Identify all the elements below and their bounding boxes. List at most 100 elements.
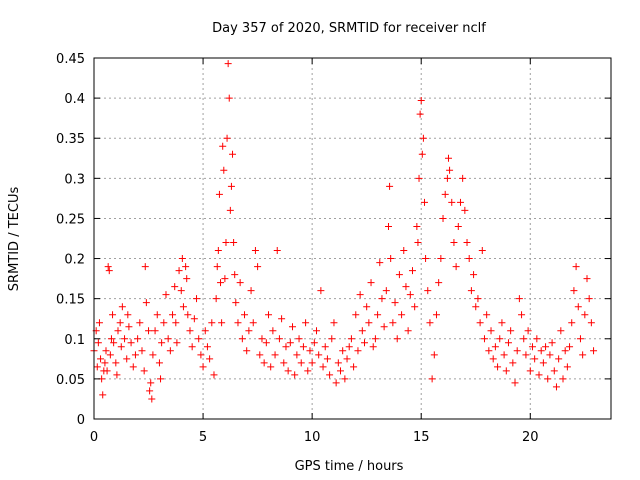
data-point [341,375,349,383]
data-point [222,239,230,247]
data-point [326,371,334,379]
data-point [172,319,180,327]
data-point [136,319,144,327]
data-point [102,347,110,355]
data-point [417,97,425,105]
data-point [568,319,576,327]
x-axis-label: GPS time / hours [295,459,404,474]
data-point [99,391,107,399]
data-point [507,327,515,335]
data-point [224,60,232,68]
data-point [275,335,283,343]
data-point [531,355,539,363]
data-point [422,255,430,263]
data-point [95,319,103,327]
data-point [544,375,552,383]
data-point [524,327,532,335]
data-point [308,359,316,367]
data-point [352,311,360,319]
data-point [231,271,239,279]
data-point [206,355,214,363]
data-point [125,323,133,331]
data-point [138,347,146,355]
data-point [293,351,301,359]
data-point [145,327,153,335]
data-point [365,319,373,327]
data-point [332,379,340,387]
y-tick-label: 0.4 [64,92,85,107]
data-point [350,363,358,371]
data-point [238,335,246,343]
data-point [426,319,434,327]
data-point [280,359,288,367]
data-point [535,371,543,379]
data-point [443,174,451,182]
data-point [232,299,240,307]
data-point [441,190,449,198]
data-point [260,359,268,367]
data-point [112,359,120,367]
data-point [478,247,486,255]
data-point [367,279,375,287]
data-point [334,359,342,367]
data-point [489,355,497,363]
data-point [432,311,440,319]
data-point [498,319,506,327]
data-point [173,339,181,347]
data-point [306,347,314,355]
data-point [140,367,148,375]
data-point [182,263,190,271]
data-point [218,319,226,327]
data-point [155,359,163,367]
data-point [129,363,137,371]
data-point [533,335,541,343]
data-point [467,287,475,295]
data-point [343,355,351,363]
data-point [131,351,139,359]
y-tick-label: 0.05 [56,373,85,388]
data-point [214,247,222,255]
data-point [561,347,569,355]
data-point [313,327,321,335]
data-point [480,335,488,343]
data-point [574,303,582,311]
data-point [141,263,149,271]
data-point [485,347,493,355]
data-point [124,311,132,319]
data-point [234,319,242,327]
data-point [511,379,519,387]
data-point [299,343,307,351]
data-point [162,291,170,299]
data-point [223,134,231,142]
data-point [413,222,421,230]
data-point [360,339,368,347]
data-point [402,283,410,291]
data-point [258,335,266,343]
y-tick-label: 0.1 [64,333,85,348]
data-point [164,335,172,343]
data-point [105,267,113,275]
data-point [110,339,118,347]
data-point [430,351,438,359]
y-tick-label: 0.2 [64,253,85,268]
data-point [546,351,554,359]
x-tick-label: 10 [304,430,321,445]
data-point [123,355,131,363]
data-point [378,295,386,303]
data-point [323,355,331,363]
data-point [302,319,310,327]
data-point [183,275,191,283]
data-point [217,279,225,287]
data-point [587,319,595,327]
data-point [552,383,560,391]
data-point [310,339,318,347]
data-point [450,239,458,247]
data-point [106,351,114,359]
data-point [160,319,168,327]
y-tick-label: 0.15 [56,293,85,308]
data-point [229,150,237,158]
data-point [345,343,353,351]
data-point [476,319,484,327]
data-point [474,295,482,303]
data-point [197,351,205,359]
